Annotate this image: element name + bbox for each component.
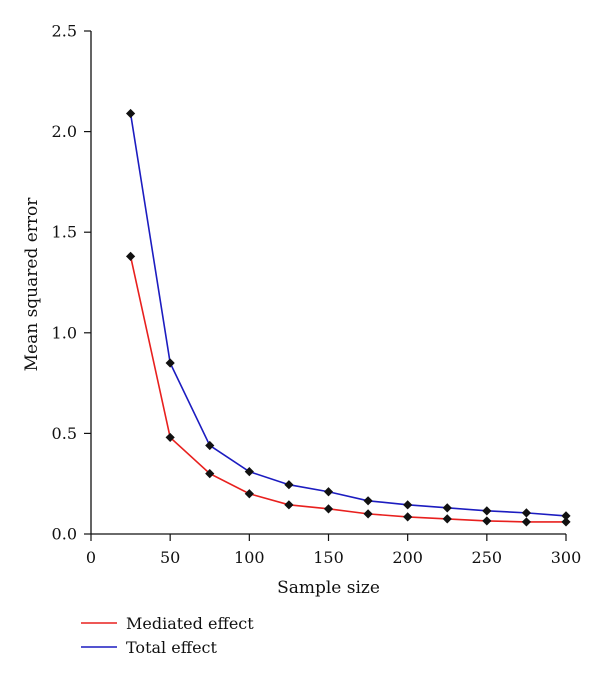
- data-point-mediated-effect: [125, 251, 136, 261]
- data-point-mediated-effect: [205, 469, 215, 479]
- data-point-total-effect: [125, 108, 136, 119]
- x-tick-label: 200: [392, 548, 423, 567]
- markers-layer: [125, 108, 571, 527]
- data-point-mediated-effect: [561, 517, 571, 527]
- y-tick-label: 1.0: [52, 323, 77, 342]
- x-tick-label: 300: [551, 548, 582, 567]
- data-point-total-effect: [561, 511, 571, 521]
- y-axis-label: Mean squared error: [22, 197, 42, 372]
- data-point-total-effect: [442, 503, 452, 513]
- x-tick-label: 150: [313, 548, 344, 567]
- legend-label-mediated-effect: Mediated effect: [126, 614, 254, 633]
- y-tick-label: 0.0: [52, 525, 77, 544]
- data-point-mediated-effect: [244, 489, 254, 499]
- data-point-mediated-effect: [363, 509, 373, 519]
- x-tick-label: 250: [472, 548, 503, 567]
- data-point-total-effect: [165, 358, 175, 368]
- data-point-total-effect: [205, 440, 215, 451]
- data-point-mediated-effect: [323, 504, 334, 514]
- legend: Mediated effect Total effect: [81, 614, 254, 657]
- data-point-total-effect: [244, 467, 254, 477]
- series-line-total-effect: [129, 113, 567, 517]
- data-point-mediated-effect: [442, 514, 452, 524]
- data-point-mediated-effect: [284, 500, 294, 510]
- data-point-total-effect: [323, 487, 334, 497]
- y-tick-label: 2.5: [52, 22, 77, 41]
- x-tick-label: 100: [234, 548, 265, 567]
- data-point-total-effect: [284, 480, 294, 490]
- data-point-total-effect: [521, 508, 532, 518]
- y-tick-label: 1.5: [52, 223, 77, 242]
- y-tick-label: 0.5: [52, 424, 77, 443]
- data-point-mediated-effect: [403, 512, 413, 522]
- series-line-mediated-effect: [129, 256, 566, 523]
- y-tick-label: 2.0: [52, 122, 77, 141]
- data-point-total-effect: [403, 500, 413, 510]
- axes: 0.0 0.5 1.0 1.5 2.0 2.5 0 50 100 150 200 250 300: [52, 22, 582, 568]
- data-point-total-effect: [482, 506, 492, 516]
- legend-label-total-effect: Total effect: [126, 638, 218, 657]
- data-point-mediated-effect: [521, 517, 532, 527]
- data-point-mediated-effect: [482, 516, 492, 526]
- x-axis-label: Sample size: [277, 578, 380, 598]
- data-point-total-effect: [363, 496, 373, 506]
- data-point-mediated-effect: [165, 432, 175, 443]
- x-tick-label: 50: [160, 548, 180, 567]
- series-layer: [129, 113, 567, 523]
- x-tick-label: 0: [86, 548, 96, 567]
